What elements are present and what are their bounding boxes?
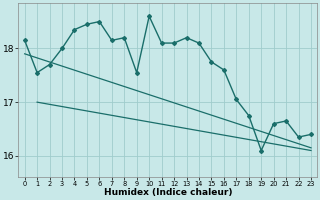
X-axis label: Humidex (Indice chaleur): Humidex (Indice chaleur)	[104, 188, 232, 197]
